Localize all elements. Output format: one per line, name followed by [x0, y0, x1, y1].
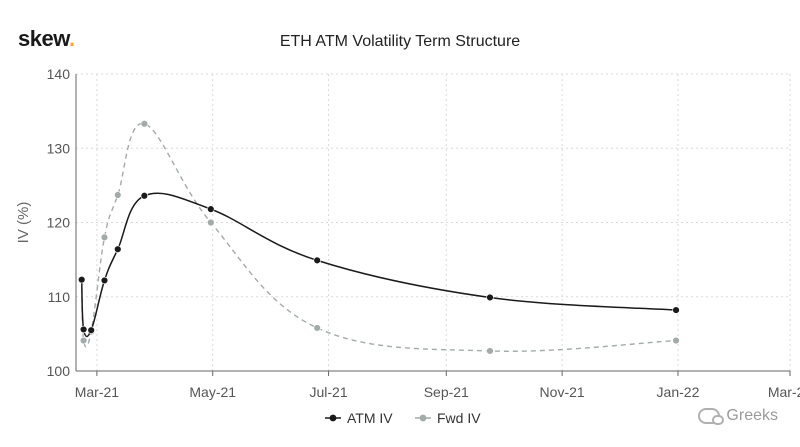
data-point-atm-iv — [313, 256, 321, 265]
data-point-fwd-iv — [100, 233, 109, 242]
skew-logo: skew. — [18, 26, 75, 51]
y-tick-label: 140 — [47, 66, 71, 82]
data-point-atm-iv — [77, 275, 86, 284]
legend-label-fwd-iv: Fwd IV — [437, 410, 481, 426]
data-point-fwd-iv — [313, 324, 321, 332]
x-tick-label: Nov-21 — [540, 384, 585, 400]
y-tick-label: 100 — [47, 363, 71, 379]
y-axis-label: IV (%) — [15, 202, 32, 244]
data-point-atm-iv — [140, 192, 149, 200]
data-point-atm-iv — [672, 306, 680, 314]
chat-bubble-icon — [698, 408, 725, 425]
x-tick-label: May-21 — [189, 384, 236, 400]
y-tick-label: 120 — [47, 215, 71, 231]
data-point-fwd-iv — [486, 347, 494, 355]
data-point-fwd-iv — [114, 191, 122, 199]
data-point-atm-iv — [79, 325, 88, 334]
y-tick-label: 110 — [48, 289, 71, 305]
data-point-fwd-iv — [140, 120, 149, 128]
data-point-atm-iv — [207, 205, 215, 213]
data-point-fwd-iv — [79, 336, 88, 345]
data-point-atm-iv — [100, 276, 109, 285]
series-line-atm-iv — [80, 192, 677, 338]
x-tick-label: Sep-21 — [424, 384, 469, 400]
x-tick-label: Jan-22 — [657, 384, 700, 400]
x-tick-label: Mar-22 — [768, 384, 800, 400]
chart-title: ETH ATM Volatility Term Structure — [280, 33, 520, 50]
series-line-fwd-iv — [80, 123, 677, 352]
x-tick-label: Jul-21 — [309, 384, 347, 400]
data-point-fwd-iv — [672, 336, 680, 345]
data-point-atm-iv — [114, 245, 122, 253]
legend-marker-fwd-iv — [419, 414, 427, 422]
data-point-atm-iv — [486, 293, 494, 302]
y-tick-label: 130 — [47, 140, 71, 156]
x-tick-label: Mar-21 — [75, 384, 120, 400]
data-point-fwd-iv — [207, 218, 215, 227]
watermark-text: Greeks — [726, 407, 778, 424]
legend-marker-atm-iv — [329, 414, 337, 422]
greeks-watermark: Greeks — [698, 407, 778, 425]
data-point-atm-iv — [87, 326, 95, 334]
legend-label-atm-iv: ATM IV — [347, 410, 393, 426]
